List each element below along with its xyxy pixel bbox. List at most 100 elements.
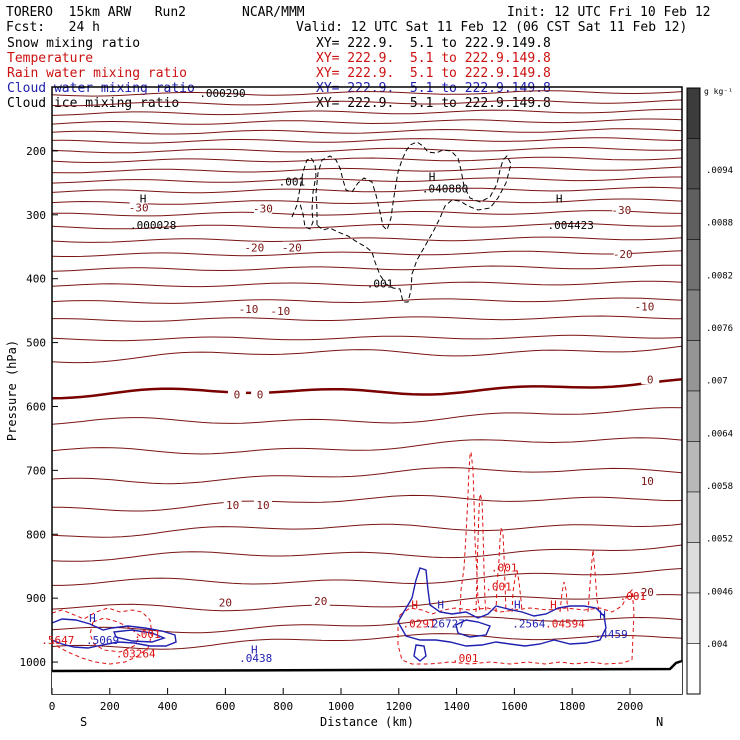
mixing-ratio-label: H: [437, 598, 444, 611]
temperature-label: -20: [282, 242, 302, 255]
temperature-contour: [51, 176, 682, 184]
colorbar-swatch: [686, 542, 701, 594]
temperature-contour: [51, 264, 682, 272]
axes: 0 200 400 600 800 1000 1200 1400 1600 1800 2000200…: [5, 145, 663, 729]
colorbar-unit: g kg⁻¹: [704, 87, 733, 96]
x-tick-label: 1400: [443, 700, 470, 713]
rain-spike-6: [587, 549, 600, 613]
temperature-label-bg: [223, 499, 242, 511]
temperature-contour: [51, 236, 683, 243]
temperature-contour: [51, 280, 683, 288]
cloud-water-inner-right: [455, 619, 491, 638]
mixing-ratio-label: .001: [279, 175, 306, 188]
temperature-contour: [52, 210, 683, 217]
mixing-ratio-label: .26727: [425, 618, 465, 631]
y-tick-label: 700: [26, 464, 46, 477]
colorbar-tick-label: .007: [706, 377, 728, 387]
terrain-surface: [51, 659, 683, 673]
colorbar-swatch: [686, 188, 701, 240]
colorbar-tick-label: .004: [706, 640, 728, 650]
temperature-contour: [51, 118, 683, 125]
colorbar-swatch: [686, 643, 701, 695]
x-tick-label: 1600: [501, 700, 528, 713]
temperature-label-bg: [251, 388, 270, 400]
y-tick-label: 300: [26, 209, 46, 222]
mixing-ratio-label: .0291: [402, 618, 435, 631]
temperature-label-bg: [282, 241, 301, 253]
temperature-label: 10: [226, 499, 239, 512]
temperature-label-bg: [635, 300, 654, 312]
x-tick-label: 400: [158, 700, 178, 713]
temperature-label-bg: [311, 594, 330, 606]
rain-spike-5: [559, 581, 569, 613]
temperature-contours: [51, 90, 683, 650]
temperature-contour: [51, 90, 683, 97]
colorbar-swatch: [686, 491, 701, 543]
colorbar-swatch: [686, 592, 701, 644]
y-tick-label: 800: [26, 528, 46, 541]
temperature-contour: [51, 467, 683, 485]
cloud-water-contours: [51, 567, 607, 662]
valid-time: Valid: 12 UTC Sat 11 Feb 12 (06 CST Sat …: [296, 20, 688, 35]
temperature-label: 20: [641, 586, 654, 599]
mixing-ratio-label: H: [89, 612, 96, 625]
temperature-contour: [51, 156, 683, 164]
temperature-label-bg: [239, 302, 258, 314]
temperature-contour: [51, 544, 683, 562]
mixing-ratio-label: .4459: [595, 628, 628, 641]
cloud-water-blob: [413, 644, 427, 662]
colorbar-border: [686, 87, 701, 695]
cloud-ice-contour-left: [291, 157, 317, 230]
temperature-label-bg: [253, 499, 272, 511]
temperature-label: 0: [257, 389, 264, 402]
temperature-contour: [51, 378, 683, 400]
mixing-ratio-label: .001: [367, 278, 394, 291]
temperature-contour: [51, 633, 683, 650]
mixing-ratio-label: .0438: [239, 652, 272, 665]
plot-frame: [51, 86, 683, 695]
colorbar-tick-label: .0058: [706, 482, 733, 492]
legend-temperature-xy: XY= 222.9. 5.1 to 222.9.149.8: [316, 51, 551, 66]
temperature-contour: [51, 108, 682, 116]
colorbar-swatch: [686, 441, 701, 493]
temperature-label: -10: [634, 300, 654, 313]
colorbar-tick-label: .0052: [706, 535, 733, 545]
temperature-label: -20: [244, 242, 264, 255]
x-end-label-north: N: [656, 715, 663, 729]
temperature-label: 10: [256, 499, 269, 512]
colorbar-tick-label: .0076: [706, 324, 733, 334]
cloud-ice-contour-main: [315, 141, 512, 303]
legend-rain: Rain water mixing ratio: [7, 66, 188, 81]
temperature-contour: [51, 186, 683, 194]
y-tick-label: 500: [26, 337, 46, 350]
temperature-label: -10: [270, 305, 290, 318]
mixing-ratio-label: .001: [452, 652, 479, 665]
mixing-ratio-label: .001: [134, 628, 161, 641]
mixing-ratio-label: H: [599, 609, 606, 622]
rain-contour-left-inner: [89, 617, 141, 653]
mixing-ratio-label: .5647: [41, 634, 74, 647]
mixing-ratio-label: .000028: [130, 219, 176, 232]
mixing-ratio-label: .2564: [512, 618, 545, 631]
y-tick-label: 200: [26, 145, 46, 158]
y-tick-label: 600: [26, 400, 46, 413]
legend-cloud-ice: Cloud ice mixing ratio: [7, 96, 180, 111]
terrain-mask: [52, 661, 682, 694]
x-tick-label: 1200: [386, 700, 413, 713]
temperature-label: 0: [234, 389, 241, 402]
temperature-label-bg: [638, 586, 657, 598]
x-tick-label: 600: [215, 700, 235, 713]
temperature-contour: [51, 147, 683, 154]
x-axis-label: Distance (km): [320, 715, 414, 729]
mixing-ratio-label: .040880: [422, 182, 468, 195]
temperature-label: 20: [219, 596, 232, 609]
legend-temperature: Temperature: [7, 51, 94, 66]
x-end-label-south: S: [80, 715, 87, 729]
temperature-label: -20: [613, 248, 633, 261]
temperature-contour: [51, 345, 683, 364]
temperature-label-bg: [245, 241, 264, 253]
colorbar-swatch: [686, 239, 701, 291]
rain-contour-left: [51, 607, 153, 665]
temperature-contour: [51, 594, 683, 612]
